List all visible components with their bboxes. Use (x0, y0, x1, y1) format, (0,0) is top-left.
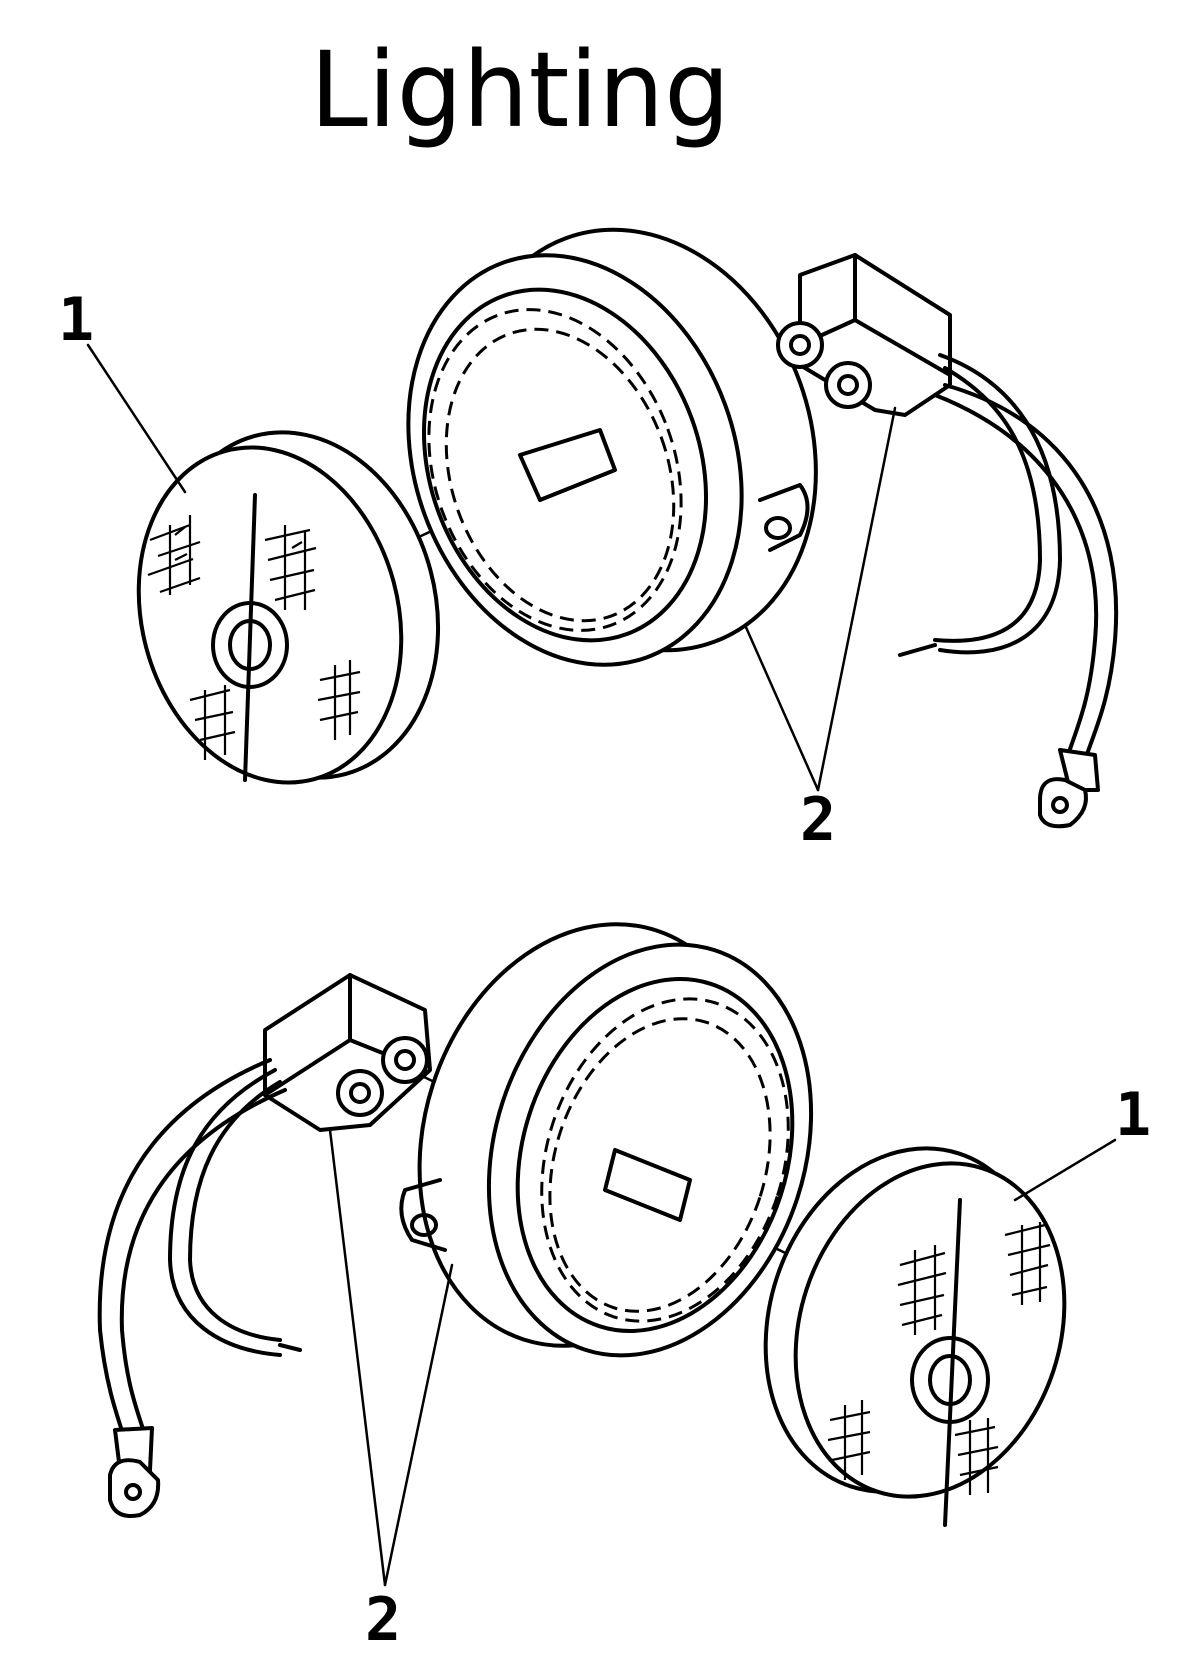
top-wires (898, 353, 1119, 829)
bottom-leader-2b (383, 1263, 454, 1587)
top-leader-1 (86, 343, 187, 494)
top-lamp-assembly: 1 2 (58, 227, 1119, 855)
bottom-connector (263, 973, 432, 1132)
bottom-callout-1: 1 (1115, 1080, 1151, 1150)
top-lens (136, 430, 441, 785)
bottom-leader-2a (328, 1128, 387, 1587)
top-connector (776, 253, 952, 417)
bottom-housing (399, 922, 814, 1358)
top-housing (406, 227, 818, 667)
top-callout-2: 2 (800, 785, 836, 855)
page-title: Lighting (309, 29, 731, 151)
bottom-lamp-assembly: 1 2 (97, 922, 1151, 1655)
top-leader-2a (743, 623, 820, 792)
bottom-callout-2: 2 (365, 1585, 401, 1655)
top-leader-2b (816, 406, 897, 792)
top-callout-1: 1 (58, 285, 94, 355)
bottom-lens (763, 1146, 1067, 1527)
bottom-leader-1 (1013, 1138, 1117, 1202)
bottom-wires (97, 1058, 302, 1518)
